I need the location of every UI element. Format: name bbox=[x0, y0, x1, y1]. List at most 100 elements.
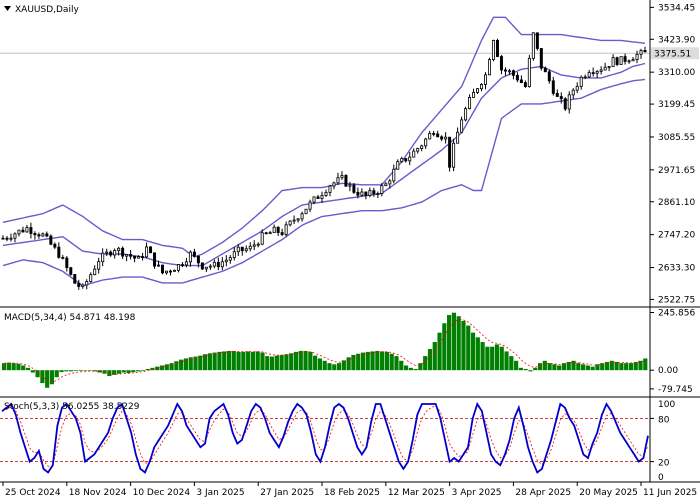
stoch-main-line bbox=[1, 401, 649, 474]
macd-histogram-bar bbox=[389, 353, 394, 371]
macd-histogram-bar bbox=[485, 346, 490, 371]
candle-body bbox=[109, 251, 113, 256]
candle-body bbox=[420, 145, 424, 149]
candle-body bbox=[499, 56, 503, 71]
macd-histogram-bar bbox=[432, 342, 437, 371]
candle-body bbox=[631, 59, 635, 62]
candle-body bbox=[392, 168, 396, 182]
macd-histogram-bar bbox=[514, 360, 519, 371]
candle-body bbox=[400, 158, 404, 163]
time-tick-label: 18 Nov 2024 bbox=[69, 488, 127, 498]
candle-body bbox=[69, 267, 73, 275]
macd-histogram-bar bbox=[293, 351, 299, 371]
macd-histogram-bar bbox=[83, 370, 88, 371]
macd-histogram-bar bbox=[341, 360, 346, 371]
macd-histogram-bar bbox=[313, 355, 318, 371]
candle-body bbox=[260, 232, 264, 245]
macd-title: MACD(5,34,4) 54.871 48.198 bbox=[4, 313, 136, 323]
macd-histogram-bar bbox=[581, 364, 586, 371]
candle-body bbox=[511, 70, 515, 76]
macd-histogram-bar bbox=[456, 316, 461, 371]
candle-body bbox=[615, 57, 619, 65]
macd-histogram-bar bbox=[518, 367, 523, 371]
macd-histogram-bar bbox=[159, 365, 165, 371]
macd-histogram-bar bbox=[557, 365, 562, 371]
candle-body bbox=[61, 257, 65, 259]
time-tick-label: 25 Oct 2024 bbox=[5, 488, 61, 498]
price-tick-label: 2522.75 bbox=[658, 295, 695, 305]
price-tick-label: 2747.20 bbox=[658, 231, 695, 241]
macd-histogram-bar bbox=[92, 370, 98, 372]
macd-histogram-bar bbox=[11, 363, 16, 371]
macd-histogram-bar bbox=[614, 361, 619, 371]
candle-body bbox=[145, 246, 149, 258]
candle-body bbox=[141, 256, 145, 259]
candle-body bbox=[452, 142, 456, 168]
macd-histogram-bar bbox=[628, 363, 634, 371]
candle-body bbox=[129, 254, 133, 257]
candle-body bbox=[133, 255, 137, 259]
macd-histogram-bar bbox=[226, 350, 232, 371]
candle-body bbox=[308, 201, 312, 210]
macd-histogram-bar bbox=[360, 352, 366, 371]
stoch-signal-line bbox=[1, 405, 649, 467]
candle-body bbox=[396, 161, 400, 170]
candle-body bbox=[292, 219, 296, 222]
macd-histogram-bar bbox=[317, 358, 323, 371]
macd-histogram-bar bbox=[523, 369, 528, 371]
bollinger-middle-band bbox=[2, 62, 646, 267]
candle-body bbox=[5, 237, 9, 240]
macd-histogram-bar bbox=[576, 363, 581, 371]
candle-body bbox=[348, 184, 352, 187]
stoch-tick-label: 20 bbox=[658, 459, 670, 469]
candle-body bbox=[1, 237, 5, 240]
macd-histogram-bar bbox=[542, 360, 547, 371]
macd-histogram-bar bbox=[561, 363, 567, 371]
macd-histogram-bar bbox=[418, 363, 423, 371]
macd-histogram-bar bbox=[78, 370, 83, 371]
candle-body bbox=[97, 261, 101, 270]
macd-histogram-bar bbox=[461, 320, 466, 371]
macd-histogram-bar bbox=[437, 332, 442, 371]
macd-histogram-bar bbox=[145, 369, 150, 371]
macd-histogram-bar bbox=[384, 351, 389, 371]
candle-body bbox=[228, 257, 232, 261]
time-tick-label: 3 Jan 2025 bbox=[196, 488, 244, 498]
price-tick-label: 2971.65 bbox=[658, 166, 695, 176]
macd-histogram-bar bbox=[643, 358, 648, 371]
candle-body bbox=[539, 48, 543, 69]
macd-histogram-bar bbox=[399, 360, 404, 371]
price-panel: 3534.45 3423.90 3310.00 3199.45 3085.55 2971.… bbox=[0, 3, 699, 305]
candle-body bbox=[105, 251, 109, 254]
macd-histogram-bar bbox=[222, 351, 227, 371]
macd-histogram-bar bbox=[260, 352, 265, 371]
candle-body bbox=[599, 69, 603, 72]
macd-histogram-bar bbox=[408, 367, 413, 371]
macd-histogram-bar bbox=[121, 370, 126, 373]
macd-histogram-bar bbox=[284, 354, 289, 371]
candle-body bbox=[196, 255, 200, 264]
candle-body bbox=[45, 233, 49, 237]
candle-body bbox=[527, 57, 531, 88]
candle-body bbox=[464, 108, 468, 121]
candle-body bbox=[153, 252, 157, 267]
time-tick-label: 18 Feb 2025 bbox=[324, 488, 380, 498]
dropdown-triangle-icon[interactable] bbox=[4, 6, 11, 11]
macd-histogram-bar bbox=[633, 361, 638, 371]
macd-histogram-bar bbox=[207, 353, 212, 371]
candle-body bbox=[208, 265, 212, 268]
candle-body bbox=[555, 92, 559, 97]
macd-histogram-bar bbox=[336, 363, 342, 371]
candle-body bbox=[432, 133, 436, 135]
candle-body bbox=[157, 264, 161, 267]
candle-body bbox=[113, 250, 117, 256]
candle-body bbox=[587, 72, 591, 78]
candle-body bbox=[575, 85, 579, 91]
candle-body bbox=[460, 119, 464, 133]
macd-histogram-bar bbox=[298, 350, 303, 371]
macd-histogram-bar bbox=[533, 367, 538, 371]
candle-body bbox=[248, 245, 252, 250]
candle-body bbox=[236, 246, 240, 253]
macd-histogram-bar bbox=[188, 357, 193, 371]
